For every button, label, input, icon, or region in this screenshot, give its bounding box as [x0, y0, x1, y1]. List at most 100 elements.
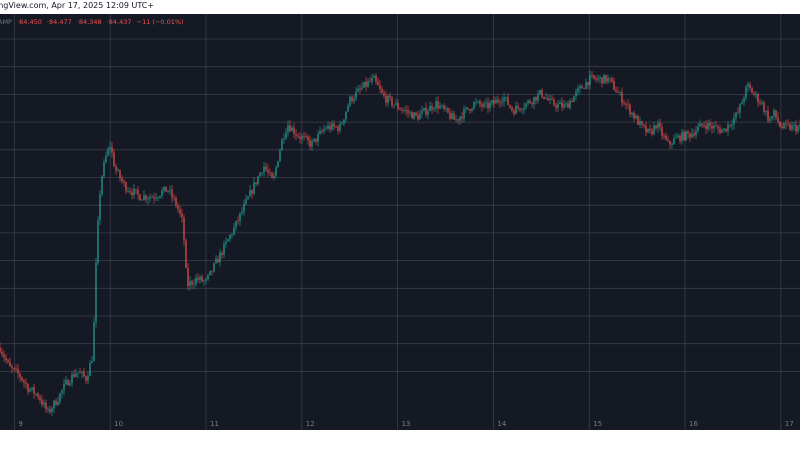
ohlc-change: −11 (−0.01%) [136, 18, 184, 26]
candle-up [149, 196, 151, 199]
candle-up [735, 112, 737, 118]
candle-down [33, 387, 35, 394]
candle-up [691, 133, 693, 138]
price-chart[interactable]: 9 10 11 12 13 14 15 16 17 [0, 14, 800, 430]
candle-down [693, 133, 695, 136]
candle-up [533, 96, 535, 105]
candle-down [709, 122, 711, 126]
candle-down [447, 108, 449, 113]
candle-up [273, 175, 275, 178]
header-bar: ingView.com, Apr 17, 2025 12:09 UTC+ [0, 0, 800, 14]
candle-up [249, 190, 251, 197]
candle-up [69, 383, 71, 386]
x-tick-label: 14 [497, 420, 506, 428]
candle-down [487, 102, 489, 109]
candle-down [381, 88, 383, 93]
candle-up [29, 389, 31, 392]
candle-up [597, 78, 599, 80]
candle-up [133, 188, 135, 196]
candle-up [603, 75, 605, 84]
candle-down [137, 190, 139, 195]
chart-panel[interactable]: 9 10 11 12 13 14 15 16 17 [0, 14, 800, 430]
candle-up [395, 103, 397, 105]
candle-down [481, 104, 483, 107]
candle-down [795, 124, 797, 132]
candle-up [477, 101, 479, 103]
candle-down [115, 166, 117, 171]
candle-up [189, 281, 191, 287]
candle-up [203, 280, 205, 282]
candle-down [295, 134, 297, 136]
candle-up [619, 92, 621, 94]
candle-down [337, 126, 339, 131]
candle-up [721, 130, 723, 133]
candle-down [191, 281, 193, 285]
candle-up [239, 213, 241, 221]
candle-down [787, 124, 789, 125]
candle-up [527, 100, 529, 104]
candle-down [375, 75, 377, 82]
candle-up [455, 119, 457, 121]
candle-down [365, 81, 367, 87]
candle-down [609, 77, 611, 79]
candle-down [543, 96, 545, 99]
candle-down [651, 130, 653, 135]
candle-down [661, 126, 663, 136]
candle-up [559, 102, 561, 104]
candle-down [251, 190, 253, 194]
candle-down [131, 192, 133, 196]
candle-up [495, 99, 497, 104]
candle-up [521, 109, 523, 111]
candle-down [411, 112, 413, 119]
candle-up [259, 172, 261, 177]
candle-up [89, 362, 91, 377]
candle-down [407, 110, 409, 113]
candle-down [425, 107, 427, 115]
candle-down [399, 108, 401, 110]
candle-up [441, 105, 443, 107]
ohlc-low: ·84,348 [76, 18, 102, 26]
candle-up [215, 259, 217, 264]
candle-up [361, 87, 363, 89]
candle-up [427, 111, 429, 115]
candle-down [553, 99, 555, 106]
candle-down [265, 166, 267, 170]
candle-up [247, 196, 249, 200]
candle-up [243, 203, 245, 212]
candle-down [329, 125, 331, 130]
candle-up [485, 102, 487, 104]
x-tick-label: 16 [689, 420, 698, 428]
candle-down [715, 125, 717, 127]
candle-up [765, 110, 767, 112]
candle-up [101, 176, 103, 195]
candle-down [197, 277, 199, 280]
candle-down [19, 373, 21, 378]
candle-down [17, 368, 19, 374]
candle-up [673, 138, 675, 145]
candle-down [517, 105, 519, 109]
candle-down [591, 75, 593, 76]
candle-down [0, 347, 1, 352]
candle-down [729, 124, 731, 126]
candle-up [235, 220, 237, 228]
candle-down [645, 125, 647, 133]
candle-down [49, 408, 51, 413]
candle-up [393, 104, 395, 106]
candle-down [751, 87, 753, 94]
candle-down [321, 131, 323, 132]
candle-down [9, 361, 11, 367]
candle-up [371, 77, 373, 82]
candle-down [135, 188, 137, 191]
candle-up [291, 127, 293, 132]
candle-up [439, 105, 441, 109]
candle-up [747, 84, 749, 87]
candle-down [789, 124, 791, 130]
candle-up [35, 393, 37, 395]
candle-up [53, 400, 55, 409]
candle-down [497, 99, 499, 102]
candle-down [689, 133, 691, 138]
candle-down [237, 220, 239, 222]
candle-down [587, 82, 589, 86]
candle-up [143, 195, 145, 200]
candle-up [231, 234, 233, 236]
